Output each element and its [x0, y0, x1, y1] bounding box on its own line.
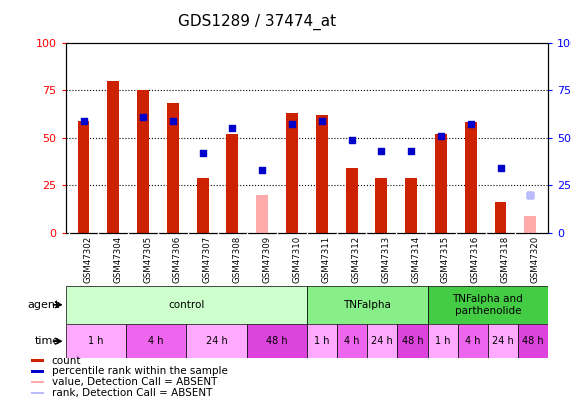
Point	[377, 148, 386, 154]
Bar	[397, 324, 428, 358]
Text: GSM47306: GSM47306	[173, 235, 182, 283]
Bar	[488, 324, 518, 358]
Point	[526, 192, 535, 198]
Text: GSM47302: GSM47302	[83, 235, 93, 283]
Bar	[316, 115, 328, 233]
Bar	[167, 103, 179, 233]
Point	[139, 113, 148, 120]
Text: GSM47318: GSM47318	[501, 235, 509, 283]
Point	[496, 165, 505, 171]
Text: TNFalpha: TNFalpha	[343, 300, 391, 310]
Text: rank, Detection Call = ABSENT: rank, Detection Call = ABSENT	[51, 388, 212, 398]
Text: GSM47311: GSM47311	[322, 235, 331, 283]
Point	[228, 125, 237, 131]
Bar	[428, 286, 548, 324]
Text: 24 h: 24 h	[206, 336, 227, 346]
Bar	[78, 121, 90, 233]
Bar	[31, 381, 44, 384]
Point	[407, 148, 416, 154]
Text: GSM47310: GSM47310	[292, 235, 301, 283]
Bar	[31, 370, 44, 373]
Bar	[31, 392, 44, 394]
Text: 24 h: 24 h	[492, 336, 514, 346]
Text: GSM47309: GSM47309	[262, 235, 271, 283]
Text: GSM47316: GSM47316	[471, 235, 480, 283]
Bar	[107, 81, 119, 233]
Bar	[337, 324, 367, 358]
Text: GSM47305: GSM47305	[143, 235, 152, 283]
Bar	[286, 113, 298, 233]
Bar	[428, 324, 458, 358]
Text: 4 h: 4 h	[148, 336, 164, 346]
Bar	[137, 90, 149, 233]
Text: 48 h: 48 h	[401, 336, 423, 346]
Text: value, Detection Call = ABSENT: value, Detection Call = ABSENT	[51, 377, 217, 387]
Bar	[375, 178, 387, 233]
Bar	[197, 178, 208, 233]
Bar	[345, 168, 357, 233]
Bar	[435, 134, 447, 233]
Bar	[307, 286, 428, 324]
Bar	[465, 122, 477, 233]
Bar	[126, 324, 186, 358]
Text: 48 h: 48 h	[266, 336, 288, 346]
Point	[436, 132, 445, 139]
Point	[168, 117, 178, 124]
Text: time: time	[35, 336, 60, 346]
Text: 4 h: 4 h	[344, 336, 360, 346]
Text: GSM47307: GSM47307	[203, 235, 212, 283]
Text: GSM47312: GSM47312	[352, 235, 361, 283]
Text: GSM47304: GSM47304	[113, 235, 122, 283]
Bar	[256, 195, 268, 233]
Text: GSM47314: GSM47314	[411, 235, 420, 283]
Text: 1 h: 1 h	[435, 336, 451, 346]
Text: 48 h: 48 h	[522, 336, 544, 346]
Text: agent: agent	[27, 300, 60, 310]
Text: 4 h: 4 h	[465, 336, 481, 346]
Text: GSM47308: GSM47308	[232, 235, 242, 283]
Text: count: count	[51, 356, 81, 366]
Text: 1 h: 1 h	[314, 336, 329, 346]
Text: TNFalpha and
parthenolide: TNFalpha and parthenolide	[452, 294, 523, 315]
Text: control: control	[168, 300, 204, 310]
Text: 1 h: 1 h	[88, 336, 103, 346]
Bar	[66, 286, 307, 324]
Text: percentile rank within the sample: percentile rank within the sample	[51, 367, 228, 377]
Text: GSM47315: GSM47315	[441, 235, 450, 283]
Bar	[66, 324, 126, 358]
Text: GSM47313: GSM47313	[381, 235, 391, 283]
Bar	[186, 324, 247, 358]
Point	[347, 136, 356, 143]
Bar	[227, 134, 239, 233]
Bar	[458, 324, 488, 358]
Bar	[494, 202, 506, 233]
Point	[79, 117, 88, 124]
Point	[466, 121, 475, 128]
Bar	[367, 324, 397, 358]
Bar	[31, 360, 44, 362]
Point	[526, 192, 535, 198]
Bar	[518, 324, 548, 358]
Point	[287, 121, 296, 128]
Text: GSM47320: GSM47320	[530, 235, 539, 283]
Text: GDS1289 / 37474_at: GDS1289 / 37474_at	[178, 14, 336, 30]
Bar	[307, 324, 337, 358]
Text: 24 h: 24 h	[371, 336, 393, 346]
Bar	[405, 178, 417, 233]
Point	[198, 150, 207, 156]
Point	[317, 117, 327, 124]
Bar	[524, 216, 536, 233]
Bar	[247, 324, 307, 358]
Point	[258, 167, 267, 173]
